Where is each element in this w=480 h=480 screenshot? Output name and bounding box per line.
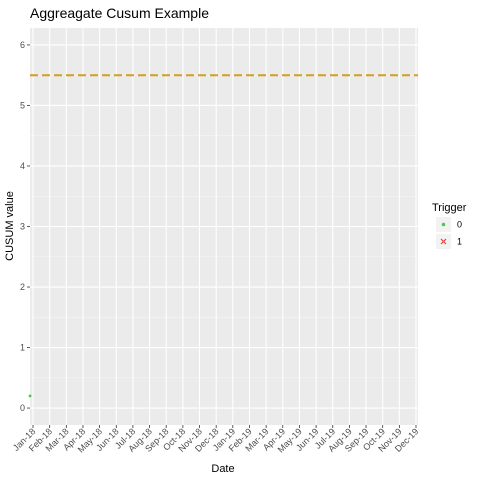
legend-symbol-cross	[440, 238, 447, 245]
y-tick-label: 6	[20, 40, 25, 50]
y-tick-label: 4	[20, 161, 25, 171]
grid-major	[30, 28, 418, 425]
y-axis-title: CUSUM value	[4, 191, 16, 261]
y-tick-label: 2	[20, 282, 25, 292]
data-point	[28, 394, 32, 398]
y-tick-label: 1	[20, 343, 25, 353]
y-tick-label: 3	[20, 222, 25, 232]
y-tick-label: 5	[20, 100, 25, 110]
legend: Trigger 0 1	[432, 202, 467, 249]
legend-symbol-point	[441, 222, 446, 227]
x-axis-ticks: Jan-18Feb-18Mar-18Apr-18May-18Jun-18Jul-…	[11, 425, 420, 455]
y-tick-label: 0	[20, 403, 25, 413]
y-axis-ticks: 0 1 2 3 4 5 6	[20, 40, 30, 413]
legend-label: 0	[457, 220, 462, 230]
x-axis-title: Date	[211, 463, 234, 475]
data-points	[28, 394, 32, 398]
legend-label: 1	[457, 237, 462, 247]
chart-title: Aggreagate Cusum Example	[30, 5, 209, 21]
legend-title: Trigger	[432, 202, 467, 214]
